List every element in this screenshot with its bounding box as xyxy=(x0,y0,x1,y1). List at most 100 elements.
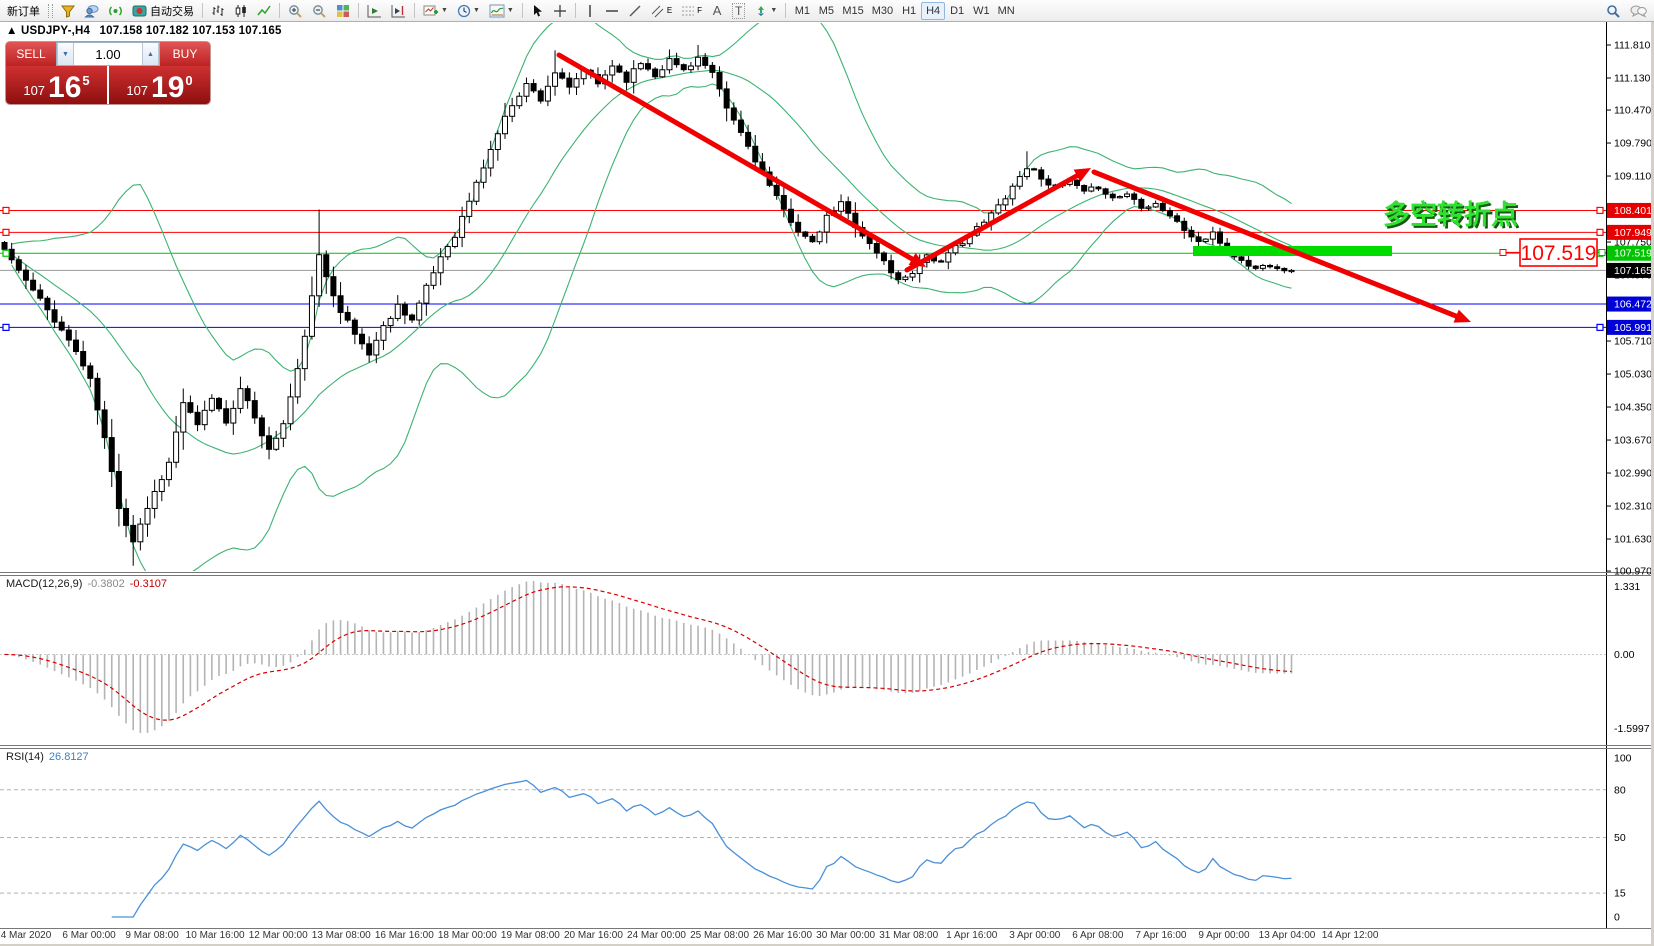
new-chart-button[interactable]: ▼ xyxy=(419,2,452,20)
candle-bull xyxy=(380,325,387,341)
arrows-tool[interactable]: ▼ xyxy=(750,2,781,20)
volume-decrease-button[interactable]: ▼ xyxy=(57,43,74,65)
timeframe-M30[interactable]: M30 xyxy=(868,2,897,20)
level-endpoint[interactable] xyxy=(1596,323,1604,331)
rsi-axis-label: 15 xyxy=(1614,888,1626,900)
callout-endpoint[interactable] xyxy=(1499,249,1507,256)
channel-tool[interactable]: E xyxy=(647,2,676,20)
candle-bear xyxy=(1138,198,1145,209)
level-endpoint[interactable] xyxy=(2,249,10,257)
level-endpoint[interactable] xyxy=(2,323,10,331)
timeframe-group: M1 M5 M15 M30 H1 H4 D1 W1 MN xyxy=(790,1,1019,20)
auto-scroll-icon[interactable] xyxy=(363,2,386,20)
volume-increase-button[interactable]: ▲ xyxy=(142,43,159,65)
collapse-arrow-icon[interactable]: ▲ xyxy=(6,25,18,37)
vertical-line-tool[interactable] xyxy=(580,2,600,20)
fibonacci-tool[interactable]: F xyxy=(677,2,706,20)
trade-panel-top-row: SELL ▼ 1.00 ▲ BUY xyxy=(6,42,210,66)
candle-bull xyxy=(430,272,437,286)
community-icon[interactable] xyxy=(80,2,103,20)
periods-button[interactable]: ▼ xyxy=(453,2,484,20)
level-endpoint[interactable] xyxy=(1596,206,1604,215)
timeframe-M15[interactable]: M15 xyxy=(838,2,867,20)
candle-bear xyxy=(752,145,759,163)
sell-button[interactable]: SELL xyxy=(6,42,56,66)
zoom-in-icon[interactable] xyxy=(284,2,307,20)
callout-endpoint-green[interactable] xyxy=(1598,249,1606,256)
timeframe-M5[interactable]: M5 xyxy=(814,2,838,20)
bar-chart-icon[interactable] xyxy=(207,2,229,20)
horizontal-line-icon xyxy=(605,9,618,12)
time-axis[interactable]: 4 Mar 2020 6 Mar 00:00 9 Mar 08:00 10 Mar 1… xyxy=(0,930,1654,945)
timeframe-D1[interactable]: D1 xyxy=(945,2,969,20)
trend-arrow-2[interactable] xyxy=(904,169,1086,273)
search-icon xyxy=(1607,4,1620,18)
crosshair-tool[interactable] xyxy=(549,2,571,20)
candle-bear xyxy=(223,408,230,424)
candle-bear xyxy=(802,231,809,237)
annotation-text[interactable]: 多空转折点 xyxy=(1383,199,1518,230)
indicators-button[interactable]: ▼ xyxy=(485,2,518,20)
time-label: 9 Apr 00:00 xyxy=(1198,930,1250,941)
auto-scroll-icon xyxy=(367,4,381,17)
spin-down-icon: ▼ xyxy=(62,50,69,58)
trendline-tool[interactable] xyxy=(624,2,646,20)
candle-bull xyxy=(1088,186,1095,192)
cursor-tool[interactable] xyxy=(527,2,548,20)
tile-windows-icon[interactable] xyxy=(332,2,354,20)
autotrading-button[interactable]: 自动交易 xyxy=(128,2,198,20)
macd-pane[interactable] xyxy=(0,581,1606,733)
chat-button[interactable] xyxy=(1626,2,1651,20)
candle-bull xyxy=(444,246,451,258)
candle-bear xyxy=(1038,169,1045,180)
timeframe-W1[interactable]: W1 xyxy=(969,2,994,20)
candle-bear xyxy=(537,90,544,102)
text-tool[interactable]: A xyxy=(707,2,727,20)
timeframe-H1[interactable]: H1 xyxy=(897,2,921,20)
sell-label: SELL xyxy=(16,47,46,61)
candle-bear xyxy=(8,248,15,261)
candle-bull xyxy=(1288,269,1295,273)
horizontal-line-tool[interactable] xyxy=(601,2,623,20)
rsi-pane[interactable] xyxy=(0,779,1606,918)
search-button[interactable] xyxy=(1602,2,1625,20)
candle-bear xyxy=(130,524,137,543)
timeframe-MN[interactable]: MN xyxy=(994,2,1019,20)
buy-price-display[interactable]: 107 19 0 xyxy=(109,66,210,104)
rsi-value: 26.8127 xyxy=(48,751,89,763)
rsi-axis-label: 100 xyxy=(1614,753,1632,765)
chevron-down-icon: ▼ xyxy=(506,7,514,14)
volume-value[interactable]: 1.00 xyxy=(95,46,121,62)
level-endpoint[interactable] xyxy=(2,228,10,236)
candle-bull xyxy=(838,201,845,212)
sell-price-display[interactable]: 107 16 5 xyxy=(6,66,107,104)
buy-price-sup: 0 xyxy=(185,73,193,88)
candle-bear xyxy=(15,259,22,271)
zoom-out-icon[interactable] xyxy=(308,2,331,20)
timeframe-M1[interactable]: M1 xyxy=(790,2,814,20)
candlestick-chart-icon[interactable] xyxy=(230,2,252,20)
text-label-tool[interactable]: T xyxy=(728,2,749,20)
signals-icon[interactable] xyxy=(104,2,127,20)
price-callout-box[interactable] xyxy=(1519,238,1598,267)
buy-button[interactable]: BUY xyxy=(160,42,210,66)
buy-price-big: 19 xyxy=(151,71,185,104)
toolbar-separator xyxy=(279,3,280,18)
price-axis[interactable]: 111.810 111.130 110.470 109.790 109.110 108.4… xyxy=(1607,40,1653,578)
chart-shift-icon[interactable] xyxy=(387,2,410,20)
level-endpoint[interactable] xyxy=(1596,228,1604,236)
level-endpoint[interactable] xyxy=(2,206,10,215)
trend-arrow-1[interactable] xyxy=(556,52,921,265)
time-label: 4 Mar 2020 xyxy=(0,930,52,941)
buy-label: BUY xyxy=(172,47,198,61)
trend-arrow-3[interactable] xyxy=(1091,169,1466,322)
funnel-icon[interactable] xyxy=(57,2,79,20)
line-chart-icon[interactable] xyxy=(253,2,275,20)
candle-bull xyxy=(466,200,473,217)
macd-name: MACD(12,26,9) xyxy=(6,578,83,590)
timeframe-H4[interactable]: H4 xyxy=(921,1,946,20)
new-order-button[interactable]: 新订单 xyxy=(3,2,44,20)
candle-bear xyxy=(1188,229,1195,238)
